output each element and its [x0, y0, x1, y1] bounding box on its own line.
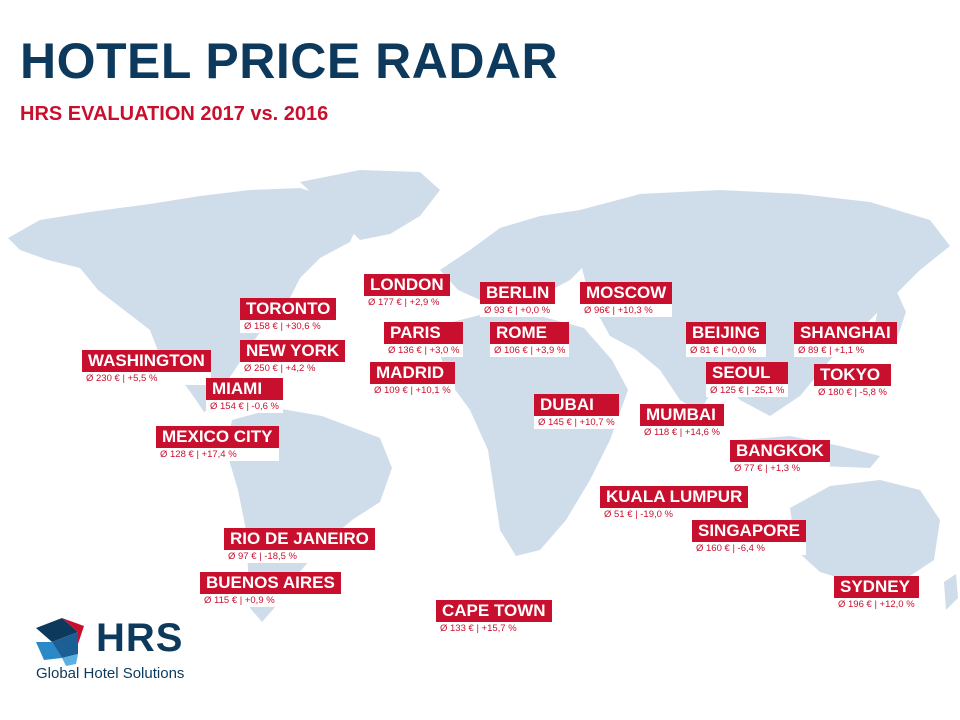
city-stat: Ø 145 € | +10,7 %	[534, 416, 619, 429]
city-stat: Ø 180 € | -5,8 %	[814, 386, 892, 399]
city-label-shanghai: SHANGHAI Ø 89 € | +1,1 %	[794, 322, 897, 357]
hrs-wordmark: HRS	[96, 616, 184, 660]
city-label-mexico-city: MEXICO CITY Ø 128 € | +17,4 %	[156, 426, 279, 461]
city-stat: Ø 230 € | +5,5 %	[82, 372, 211, 385]
city-label-miami: MIAMI Ø 154 € | -0,6 %	[206, 378, 284, 413]
landmass-africa	[438, 310, 628, 556]
landmass-new-zealand	[944, 574, 958, 610]
city-stat: Ø 77 € | +1,3 %	[730, 462, 830, 475]
city-name: KUALA LUMPUR	[600, 486, 749, 508]
city-label-rio-de-janeiro: RIO DE JANEIRO Ø 97 € | -18,5 %	[224, 528, 375, 563]
city-stat: Ø 177 € | +2,9 %	[364, 296, 450, 309]
city-name: ROME	[490, 322, 570, 344]
city-label-sydney: SYDNEY Ø 196 € | +12,0 %	[834, 576, 919, 611]
city-name: MUMBAI	[640, 404, 724, 426]
city-name: BERLIN	[480, 282, 556, 304]
city-label-dubai: DUBAI Ø 145 € | +10,7 %	[534, 394, 619, 429]
city-label-madrid: MADRID Ø 109 € | +10,1 %	[370, 362, 455, 397]
city-stat: Ø 160 € | -6,4 %	[692, 542, 807, 555]
city-name: SHANGHAI	[794, 322, 897, 344]
city-stat: Ø 154 € | -0,6 %	[206, 400, 284, 413]
landmass-south-america	[226, 408, 392, 622]
city-name: TOKYO	[814, 364, 892, 386]
landmass-asia	[580, 190, 950, 416]
page-title: HOTEL PRICE RADAR	[20, 33, 559, 89]
city-name: BANGKOK	[730, 440, 830, 462]
city-name: WASHINGTON	[82, 350, 211, 372]
landmass-europe	[440, 210, 600, 302]
city-stat: Ø 136 € | +3,0 %	[384, 344, 464, 357]
hrs-tagline: Global Hotel Solutions	[36, 665, 185, 682]
city-name: DUBAI	[534, 394, 619, 416]
city-label-bangkok: BANGKOK Ø 77 € | +1,3 %	[730, 440, 830, 475]
city-stat: Ø 118 € | +14,6 %	[640, 426, 724, 439]
city-name: SYDNEY	[834, 576, 919, 598]
city-stat: Ø 81 € | +0,0 %	[686, 344, 767, 357]
city-name: LONDON	[364, 274, 450, 296]
city-name: MOSCOW	[580, 282, 673, 304]
city-name: BEIJING	[686, 322, 767, 344]
city-name: SEOUL	[706, 362, 789, 384]
city-label-beijing: BEIJING Ø 81 € | +0,0 %	[686, 322, 767, 357]
world-map	[8, 170, 958, 622]
city-label-singapore: SINGAPORE Ø 160 € | -6,4 %	[692, 520, 807, 555]
city-stat: Ø 115 € | +0,9 %	[200, 594, 341, 607]
city-label-tokyo: TOKYO Ø 180 € | -5,8 %	[814, 364, 892, 399]
city-stat: Ø 158 € | +30,6 %	[240, 320, 337, 333]
city-stat: Ø 96€ | +10,3 %	[580, 304, 673, 317]
city-name: MIAMI	[206, 378, 284, 400]
city-name: MADRID	[370, 362, 455, 384]
city-label-paris: PARIS Ø 136 € | +3,0 %	[384, 322, 464, 357]
city-stat: Ø 125 € | -25,1 %	[706, 384, 789, 397]
city-label-washington: WASHINGTON Ø 230 € | +5,5 %	[82, 350, 211, 385]
city-name: NEW YORK	[240, 340, 346, 362]
landmass-greenland	[300, 170, 440, 240]
city-stat: Ø 109 € | +10,1 %	[370, 384, 455, 397]
city-stat: Ø 250 € | +4,2 %	[240, 362, 346, 375]
city-name: MEXICO CITY	[156, 426, 279, 448]
landmass-north-america	[8, 188, 360, 412]
city-label-rome: ROME Ø 106 € | +3,9 %	[490, 322, 570, 357]
city-label-buenos-aires: BUENOS AIRES Ø 115 € | +0,9 %	[200, 572, 341, 607]
city-label-new-york: NEW YORK Ø 250 € | +4,2 %	[240, 340, 346, 375]
city-stat: Ø 196 € | +12,0 %	[834, 598, 919, 611]
page-subtitle: HRS EVALUATION 2017 vs. 2016	[20, 103, 329, 125]
city-name: BUENOS AIRES	[200, 572, 341, 594]
city-stat: Ø 51 € | -19,0 %	[600, 508, 749, 521]
city-stat: Ø 133 € | +15,7 %	[436, 622, 552, 635]
city-stat: Ø 128 € | +17,4 %	[156, 448, 279, 461]
city-label-kuala-lumpur: KUALA LUMPUR Ø 51 € | -19,0 %	[600, 486, 749, 521]
city-stat: Ø 97 € | -18,5 %	[224, 550, 375, 563]
city-stat: Ø 106 € | +3,9 %	[490, 344, 570, 357]
city-name: TORONTO	[240, 298, 337, 320]
city-label-toronto: TORONTO Ø 158 € | +30,6 %	[240, 298, 337, 333]
city-label-moscow: MOSCOW Ø 96€ | +10,3 %	[580, 282, 673, 317]
city-name: SINGAPORE	[692, 520, 807, 542]
landmass-australia	[790, 480, 940, 584]
city-label-cape-town: CAPE TOWN Ø 133 € | +15,7 %	[436, 600, 552, 635]
city-label-mumbai: MUMBAI Ø 118 € | +14,6 %	[640, 404, 724, 439]
city-label-seoul: SEOUL Ø 125 € | -25,1 %	[706, 362, 789, 397]
city-stat: Ø 89 € | +1,1 %	[794, 344, 897, 357]
city-stat: Ø 93 € | +0,0 %	[480, 304, 556, 317]
city-name: PARIS	[384, 322, 464, 344]
city-name: RIO DE JANEIRO	[224, 528, 375, 550]
city-label-london: LONDON Ø 177 € | +2,9 %	[364, 274, 450, 309]
city-label-berlin: BERLIN Ø 93 € | +0,0 %	[480, 282, 556, 317]
city-name: CAPE TOWN	[436, 600, 552, 622]
hrs-logo-icon	[36, 618, 84, 666]
